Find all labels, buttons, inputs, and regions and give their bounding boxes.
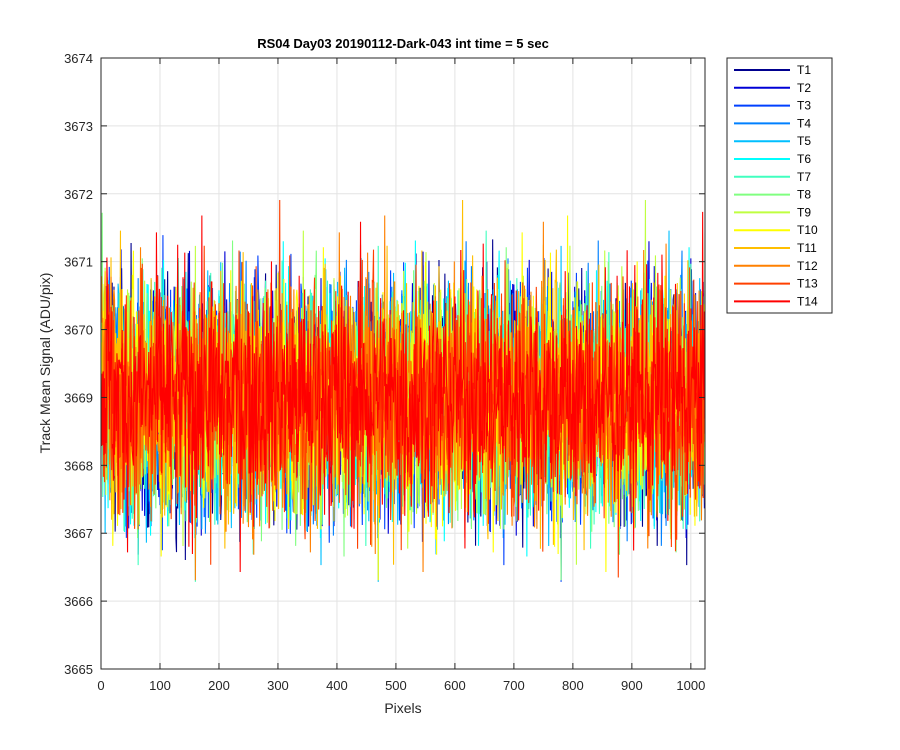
legend-label-T4: T4 xyxy=(797,116,811,130)
y-tick-label: 3667 xyxy=(64,526,93,541)
y-tick-label: 3665 xyxy=(64,662,93,677)
legend-label-T2: T2 xyxy=(797,81,811,95)
y-tick-label: 3674 xyxy=(64,51,93,66)
x-tick-label: 200 xyxy=(208,678,230,693)
y-tick-label: 3668 xyxy=(64,458,93,473)
x-tick-label: 900 xyxy=(621,678,643,693)
y-tick-label: 3666 xyxy=(64,594,93,609)
y-tick-label: 3671 xyxy=(64,255,93,270)
x-tick-label: 600 xyxy=(444,678,466,693)
legend-label-T9: T9 xyxy=(797,205,811,219)
legend-label-T1: T1 xyxy=(797,63,811,77)
x-tick-label: 400 xyxy=(326,678,348,693)
legend-label-T10: T10 xyxy=(797,223,818,237)
legend-label-T12: T12 xyxy=(797,259,818,273)
x-tick-label: 700 xyxy=(503,678,525,693)
y-axis-label: Track Mean Signal (ADU/pix) xyxy=(37,273,53,454)
legend-label-T11: T11 xyxy=(797,241,817,255)
x-tick-label: 500 xyxy=(385,678,407,693)
plot-frame xyxy=(100,57,706,670)
y-tick-label: 3669 xyxy=(64,390,93,405)
x-axis: 0 100 200 300 400 500 600 700 800 900 1000 xyxy=(97,58,705,693)
chart-title: RS04 Day03 20190112-Dark-043 int time = … xyxy=(257,36,549,51)
legend-label-T13: T13 xyxy=(797,277,818,291)
x-tick-label: 100 xyxy=(149,678,171,693)
legend-label-T14: T14 xyxy=(797,294,818,308)
series-lines xyxy=(101,199,705,582)
series-line-T14 xyxy=(101,211,705,573)
y-axis: 3665 3666 3667 3668 3669 3670 3671 3672 3673 3674 xyxy=(64,51,705,677)
legend-label-T5: T5 xyxy=(797,134,811,148)
x-tick-label: 300 xyxy=(267,678,289,693)
y-tick-label: 3670 xyxy=(64,323,93,338)
legend-box xyxy=(726,57,833,314)
x-tick-label: 0 xyxy=(97,678,104,693)
legend-label-T8: T8 xyxy=(797,188,811,202)
legend-label-T3: T3 xyxy=(797,99,811,113)
x-axis-label: Pixels xyxy=(384,700,421,716)
x-tick-label: 1000 xyxy=(676,678,705,693)
legend-label-T7: T7 xyxy=(797,170,811,184)
x-tick-label: 800 xyxy=(562,678,584,693)
legend: T1 T2 T3 T4 T5 T6 T7 T8 T9 T10 T11 T12 T13 T14 xyxy=(726,57,833,314)
legend-label-T6: T6 xyxy=(797,152,811,166)
y-tick-label: 3672 xyxy=(64,187,93,202)
y-tick-label: 3673 xyxy=(64,119,93,134)
